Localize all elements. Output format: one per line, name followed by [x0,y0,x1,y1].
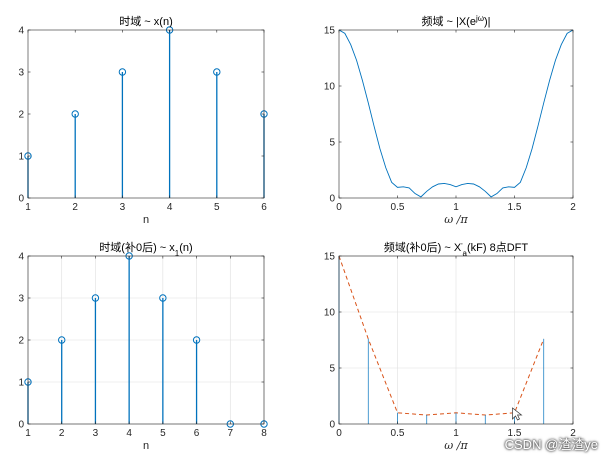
bl-ytick-label: 0 [18,420,24,431]
bl-xtick-label: 4 [126,428,132,439]
tl-xtick-label: 1 [25,202,31,213]
tl-xlabel: n [143,214,149,226]
tr-ytick-label: 5 [329,138,335,149]
tl-title: 时域 ~ x(n) [119,15,172,28]
tl-ytick-label: 1 [18,152,24,163]
tr-xtick-label: 1 [453,202,459,213]
tl-xtick-label: 3 [120,202,126,213]
tl-xtick-label: 2 [72,202,78,213]
bl-marker-1 [58,336,66,344]
bl-title: 时域(补0后) ~ x1(n) [99,241,192,258]
bl-xtick-label: 1 [25,428,31,439]
bl-xtick-label: 8 [261,428,267,439]
tl-ytick-label: 2 [18,110,24,121]
tr-plot-area [339,30,573,198]
tl-marker-4 [213,68,221,76]
tl-ytick-label: 4 [18,26,24,37]
subplot-br: 0 0.5 1 1.5 2 0 5 10 15 频域(补0后) ~ X'a(kF) 8点DFT ω … [324,240,576,452]
tr-xlabel: ω /π [444,213,468,226]
br-xtick-label: 1.5 [508,428,522,439]
tr-xtick-label: 0 [336,202,342,213]
tr-series-line [338,29,574,198]
bl-ytick-label: 1 [18,378,24,389]
tr-xtick-label: 2 [570,202,576,213]
bl-ytick-label: 4 [18,252,24,263]
bl-xtick-label: 7 [228,428,234,439]
tl-ytick-label: 0 [18,194,24,205]
br-xtick-label: 0 [336,428,342,439]
cursor-arrow-icon [512,407,523,421]
tl-ytick-label: 3 [18,68,24,79]
tl-xtick-label: 5 [214,202,220,213]
tr-title: 频域 ~ |X(ejω)| [421,14,490,29]
tl-marker-2 [118,68,127,76]
bl-marker-4 [159,294,167,302]
tr-xtick-label: 0.5 [391,202,405,213]
br-ytick-label: 5 [329,364,335,375]
br-title: 频域(补0后) ~ X'a(kF) 8点DFT [384,240,529,258]
br-dashed-line [338,255,545,416]
bl-ytick-label: 3 [18,294,24,305]
bl-marker-5 [192,336,201,344]
tr-ytick-label: 15 [324,26,336,37]
tl-marker-1 [71,110,79,118]
subplot-tr: 0 0.5 1 1.5 2 0 5 10 15 频域 ~ |X(ejω)| ω /π [324,14,576,227]
tl-xtick-label: 6 [261,202,267,213]
bl-xtick-label: 3 [93,428,99,439]
br-xtick-label: 1 [453,428,459,439]
tl-xtick-label: 4 [167,202,173,213]
bl-marker-2 [91,294,100,302]
br-ytick-label: 10 [324,308,336,319]
br-ytick-label: 0 [329,420,335,431]
br-xlabel: ω /π [444,439,468,452]
bl-xlabel: n [143,440,149,452]
tr-xtick-label: 1.5 [508,202,522,213]
br-xtick-label: 0.5 [391,428,405,439]
watermark: CSDN @渣渣ye [504,437,598,452]
tl-plot-area [28,30,264,198]
br-ytick-label: 15 [324,252,336,263]
bl-xtick-label: 6 [194,428,200,439]
bl-ytick-label: 2 [18,336,24,347]
bl-xtick-label: 5 [160,428,166,439]
tr-ytick-label: 0 [329,194,335,205]
tr-ytick-label: 10 [324,82,336,93]
br-xtick-label: 2 [570,428,576,439]
bl-xtick-label: 2 [59,428,65,439]
